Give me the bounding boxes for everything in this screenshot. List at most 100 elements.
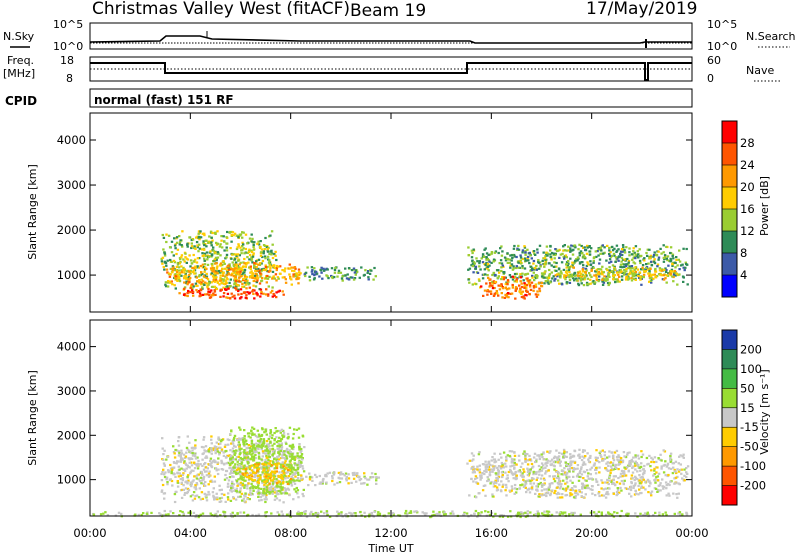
velocity-echo-cell: [500, 456, 503, 459]
power-echo-cell: [272, 292, 275, 296]
power-echo-cell: [649, 279, 653, 282]
velocity-echo-cell: [581, 483, 585, 487]
power-echo-cell: [196, 280, 199, 283]
velocity-echo-cell: [636, 515, 639, 518]
power-echo-cell: [219, 276, 222, 280]
velocity-echo-cell: [470, 467, 474, 470]
power-echo-cell: [526, 248, 529, 251]
velocity-echo-cell: [248, 468, 251, 471]
power-echo-cell: [619, 269, 622, 272]
power-echo-cell: [221, 267, 224, 270]
velocity-echo-cell: [242, 458, 245, 461]
power-echo-cell: [293, 266, 297, 269]
velocity-echo-cell: [662, 464, 665, 467]
velocity-echo-cell: [261, 428, 264, 431]
power-echo-cell: [637, 253, 640, 256]
velocity-echo-cell: [600, 487, 603, 490]
velocity-echo-cell: [575, 492, 578, 495]
velocity-echo-cell: [261, 480, 264, 483]
velocity-echo-cell: [220, 448, 224, 451]
velocity-echo-cell: [217, 438, 220, 441]
nave-tick-bottom: 0: [707, 72, 714, 85]
velocity-echo-cell: [654, 479, 657, 482]
power-echo-cell: [633, 268, 636, 271]
power-echo-cell: [586, 261, 589, 264]
velocity-echo-cell: [652, 474, 655, 477]
velocity-echo-cell: [659, 482, 662, 485]
velocity-echo-cell: [548, 475, 551, 478]
power-echo-cell: [211, 231, 214, 235]
velocity-echo-cell: [212, 496, 215, 499]
power-echo-cell: [561, 283, 564, 286]
power-echo-cell: [627, 263, 630, 266]
velocity-echo-cell: [250, 429, 253, 432]
power-echo-cell: [253, 297, 256, 300]
velocity-echo-cell: [184, 462, 187, 465]
power-echo-cell: [215, 262, 218, 265]
power-echo-cell: [522, 279, 525, 282]
power-echo-cell: [170, 240, 174, 243]
velocity-echo-cell: [194, 457, 198, 460]
velocity-echo-cell: [362, 482, 365, 485]
power-echo-cell: [260, 262, 263, 265]
velocity-echo-cell: [370, 513, 373, 516]
velocity-echo-cell: [231, 442, 235, 445]
velocity-echo-cell: [235, 480, 239, 483]
power-echo-cell: [173, 237, 176, 240]
power-echo-cell: [202, 242, 205, 245]
power-echo-cell: [194, 282, 198, 285]
velocity-echo-cell: [269, 431, 273, 434]
velocity-echo-cell: [179, 478, 182, 481]
velocity-echo-cell: [205, 456, 209, 459]
power-echo-cell: [572, 266, 575, 269]
velocity-echo-cell: [276, 460, 280, 463]
power-echo-cell: [481, 277, 485, 280]
power-echo-cell: [502, 278, 506, 281]
velocity-echo-cell: [281, 461, 284, 464]
velocity-echo-cell: [278, 471, 281, 474]
velocity-echo-cell: [231, 471, 235, 474]
velocity-echo-cell: [504, 489, 507, 492]
velocity-echo-cell: [654, 466, 658, 469]
power-echo-cell: [483, 268, 486, 271]
velocity-echo-cell: [268, 491, 271, 494]
velocity-echo-cell: [409, 511, 413, 514]
velocity-echo-cell: [594, 472, 598, 475]
power-echo-cell: [213, 258, 217, 261]
power-echo-cell: [612, 274, 615, 278]
power-echo-cell: [236, 256, 239, 259]
velocity-echo-cell: [170, 472, 173, 475]
power-echo-cell: [245, 275, 249, 279]
power-echo-cell: [201, 287, 204, 290]
power-echo-cell: [532, 286, 536, 289]
velocity-echo-cell: [190, 482, 193, 485]
power-echo-cell: [501, 264, 504, 267]
velocity-echo-cell: [619, 472, 623, 475]
velocity-echo-cell: [220, 461, 224, 464]
power-echo-cell: [483, 248, 486, 251]
power-echo-cell: [189, 276, 192, 280]
velocity-echo-cell: [241, 472, 244, 476]
velocity-echo-cell: [287, 475, 291, 478]
velocity-echo-cell: [258, 440, 261, 443]
velocity-echo-cell: [608, 487, 611, 490]
power-echo-cell: [498, 262, 501, 265]
power-echo-cell: [577, 272, 580, 275]
velocity-echo-cell: [514, 476, 518, 479]
cpid-value: normal (fast) 151 RF: [94, 93, 234, 107]
velocity-echo-cell: [578, 490, 581, 493]
velocity-echo-cell: [297, 436, 301, 439]
power-echo-cell: [600, 249, 603, 252]
power-echo-cell: [531, 267, 534, 270]
velocity-echo-cell: [620, 489, 623, 492]
velocity-echo-cell: [472, 480, 475, 483]
velocity-echo-cell: [556, 496, 559, 499]
power-echo-cell: [202, 240, 205, 243]
velocity-echo-cell: [269, 460, 272, 463]
velocity-echo-cell: [276, 462, 279, 465]
power-echo-cell: [306, 266, 309, 269]
velocity-echo-cell: [253, 485, 256, 488]
velocity-echo-cell: [372, 476, 375, 479]
power-echo-cell: [533, 279, 536, 282]
velocity-echo-cell: [659, 489, 662, 492]
